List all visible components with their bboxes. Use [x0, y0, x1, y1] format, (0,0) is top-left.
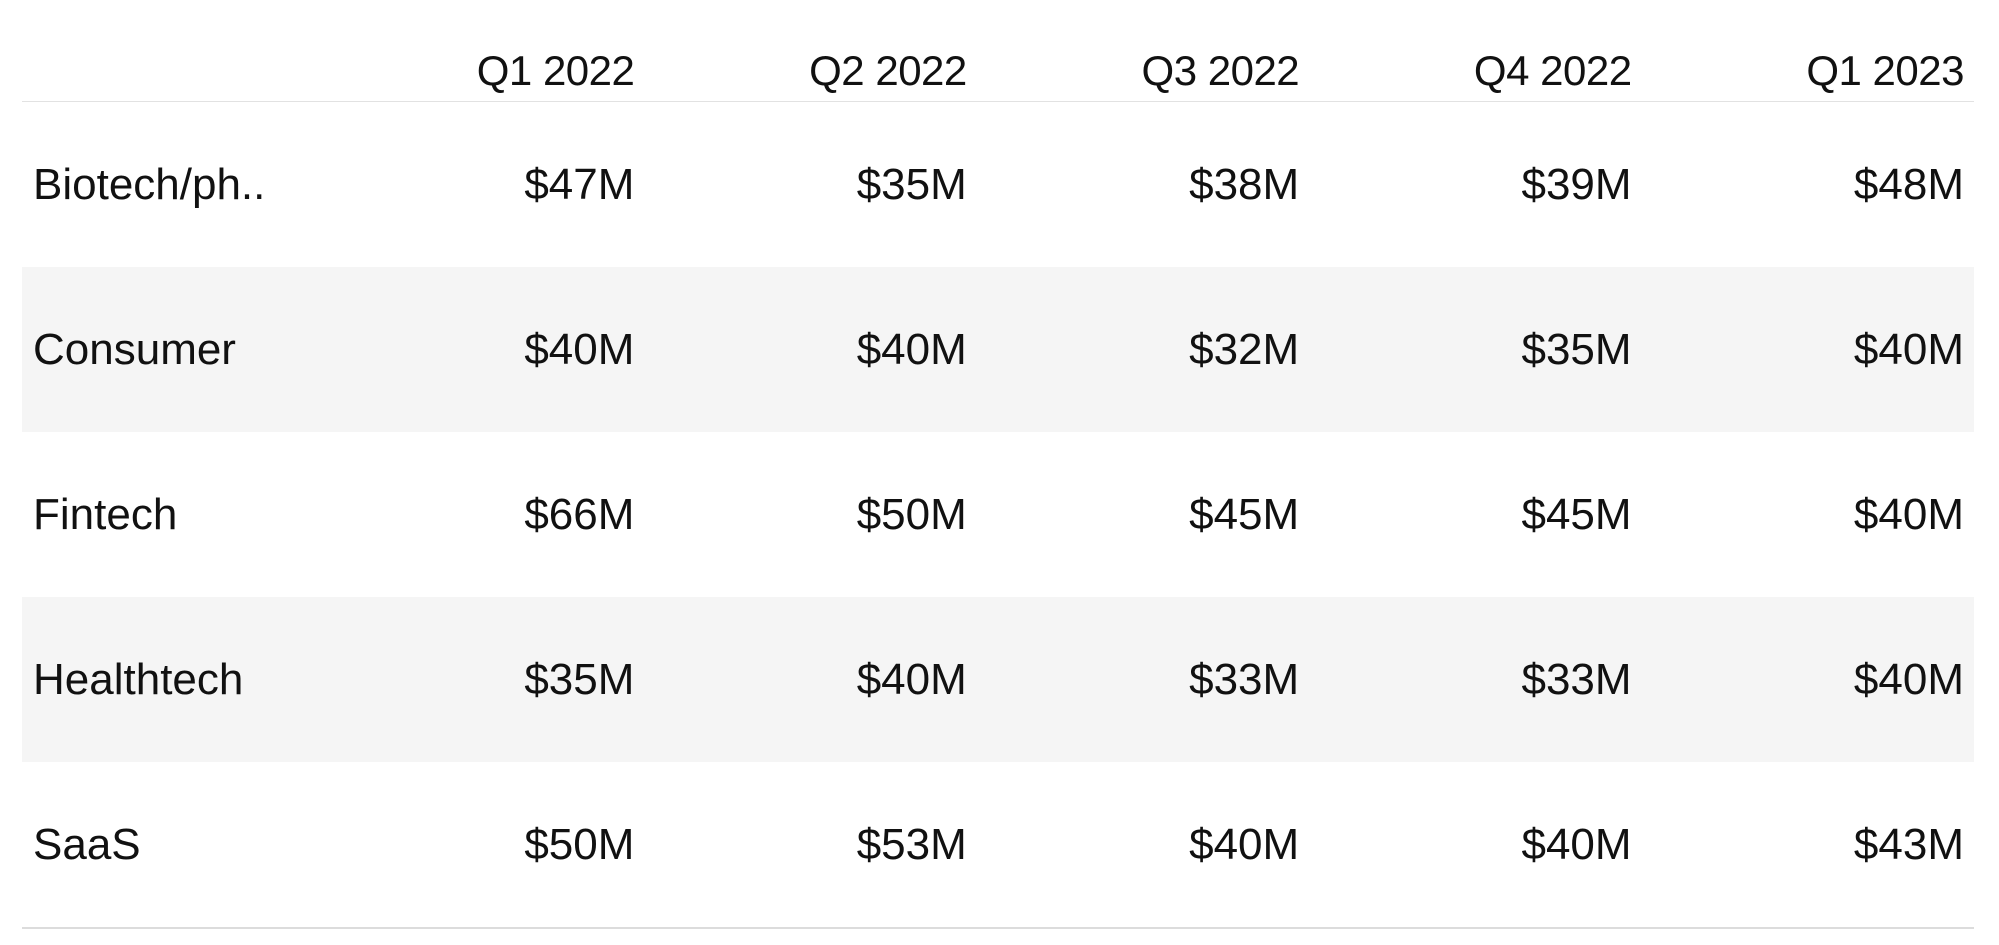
value-cell: $39M — [1521, 159, 1632, 209]
column-header: Q1 2022 — [476, 47, 635, 94]
value-cell: $40M — [1853, 324, 1964, 374]
value-cell: $32M — [1189, 324, 1300, 374]
value-cell: $40M — [1853, 489, 1964, 539]
value-cell: $35M — [856, 159, 967, 209]
row-label: Healthtech — [33, 654, 244, 704]
value-cell: $47M — [524, 159, 635, 209]
value-cell: $45M — [1521, 489, 1632, 539]
value-cell: $35M — [1521, 324, 1632, 374]
data-table-container: Q1 2022 Q2 2022 Q3 2022 Q4 2022 Q1 2023 … — [22, 0, 1974, 929]
value-cell: $48M — [1853, 159, 1964, 209]
value-cell: $45M — [1189, 489, 1300, 539]
value-cell: $33M — [1521, 654, 1632, 704]
table-row: Biotech/ph.. $47M $35M $38M $39M $48M — [22, 102, 1974, 268]
value-cell: $38M — [1189, 159, 1300, 209]
row-label: Consumer — [33, 324, 236, 374]
value-cell: $40M — [1189, 819, 1300, 869]
header-corner — [22, 0, 312, 102]
value-cell: $33M — [1189, 654, 1300, 704]
column-header: Q3 2022 — [1141, 47, 1300, 94]
value-cell: $50M — [856, 489, 967, 539]
table-row: Healthtech $35M $40M $33M $33M $40M — [22, 597, 1974, 762]
value-cell: $40M — [1853, 654, 1964, 704]
table-header: Q1 2022 Q2 2022 Q3 2022 Q4 2022 Q1 2023 — [22, 0, 1974, 102]
table-row: Consumer $40M $40M $32M $35M $40M — [22, 267, 1974, 432]
value-cell: $53M — [856, 819, 967, 869]
value-cell: $50M — [524, 819, 635, 869]
column-header: Q2 2022 — [809, 47, 967, 94]
value-cell: $43M — [1853, 819, 1964, 869]
header-row: Q1 2022 Q2 2022 Q3 2022 Q4 2022 Q1 2023 — [22, 0, 1974, 102]
value-cell: $40M — [524, 324, 635, 374]
value-cell: $35M — [524, 654, 635, 704]
row-label: SaaS — [33, 819, 141, 869]
column-header: Q1 2023 — [1806, 47, 1964, 94]
value-cell: $40M — [856, 654, 967, 704]
data-table: Q1 2022 Q2 2022 Q3 2022 Q4 2022 Q1 2023 … — [22, 0, 1974, 929]
row-label: Fintech — [33, 489, 178, 539]
value-cell: $40M — [856, 324, 967, 374]
table-row: SaaS $50M $53M $40M $40M $43M — [22, 762, 1974, 928]
table-body: Biotech/ph.. $47M $35M $38M $39M $48M Co… — [22, 102, 1974, 928]
value-cell: $40M — [1521, 819, 1632, 869]
row-label: Biotech/ph.. — [33, 159, 266, 209]
value-cell: $66M — [524, 489, 635, 539]
column-header: Q4 2022 — [1473, 47, 1632, 94]
table-row: Fintech $66M $50M $45M $45M $40M — [22, 432, 1974, 597]
